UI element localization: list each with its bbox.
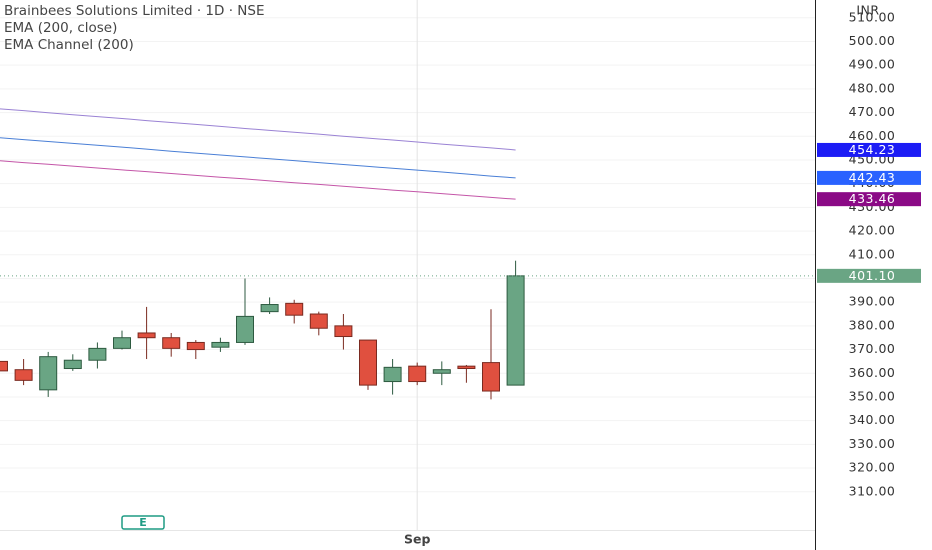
ema-line xyxy=(0,137,516,179)
price-label-box xyxy=(817,142,921,157)
price-label-box xyxy=(817,170,921,185)
y-tick-label: 350.00 xyxy=(849,388,896,403)
y-tick-label: 330.00 xyxy=(849,436,896,451)
y-tick-label: 340.00 xyxy=(849,412,896,427)
y-tick-label: 500.00 xyxy=(849,33,896,48)
candle-body xyxy=(334,325,353,338)
candle-body xyxy=(506,275,525,386)
ema-line xyxy=(0,108,516,151)
y-tick-label: 380.00 xyxy=(849,317,896,332)
x-tick-label: Sep xyxy=(404,532,430,547)
currency-label: INR xyxy=(856,3,879,18)
y-tick-label: 370.00 xyxy=(849,341,896,356)
candle-body xyxy=(383,366,402,383)
y-tick-label: 360.00 xyxy=(849,365,896,380)
y-tick-label: 320.00 xyxy=(849,460,896,475)
y-tick-label: 470.00 xyxy=(849,104,896,119)
candle-body xyxy=(137,332,156,339)
candle-body xyxy=(63,359,82,370)
chart-title: Brainbees Solutions Limited · 1D · NSE xyxy=(4,3,265,19)
candle-body xyxy=(186,341,205,351)
grid xyxy=(0,0,815,530)
svg-text:E: E xyxy=(139,516,147,529)
candle-body xyxy=(285,302,304,316)
y-tick-label: 410.00 xyxy=(849,246,896,261)
candle-body xyxy=(0,360,8,372)
y-tick-label: 490.00 xyxy=(849,57,896,72)
y-tick-label: 420.00 xyxy=(849,223,896,238)
earnings-icon: E xyxy=(121,515,165,530)
y-tick-label: 310.00 xyxy=(849,483,896,498)
candle-body xyxy=(432,369,451,374)
candle-body xyxy=(39,356,58,391)
candle-body xyxy=(162,337,181,349)
price-label: 454.23 xyxy=(849,142,896,157)
plot xyxy=(0,108,815,400)
candle-body xyxy=(359,339,377,386)
candle-body xyxy=(408,365,427,383)
y-tick-label: 480.00 xyxy=(849,80,896,95)
legend-entry: EMA Channel (200) xyxy=(4,37,134,53)
candle-body xyxy=(88,347,107,361)
price-label: 433.46 xyxy=(849,191,896,206)
candle-body xyxy=(211,341,230,348)
price-label: 401.10 xyxy=(849,268,896,283)
candle-body xyxy=(457,365,476,370)
candle-body xyxy=(14,369,33,381)
price-label-box xyxy=(817,268,921,283)
y-tick-label: 510.00 xyxy=(849,9,896,24)
ema-line xyxy=(0,160,516,200)
legend-entry: EMA (200, close) xyxy=(4,20,117,36)
y-tick-label: 460.00 xyxy=(849,128,896,143)
candle-body xyxy=(236,315,254,343)
price-label: 442.43 xyxy=(849,170,896,185)
y-tick-label: 390.00 xyxy=(849,294,896,309)
candle-body xyxy=(260,304,279,313)
price-label-box xyxy=(817,192,921,207)
candle-body xyxy=(309,313,328,329)
candle-body xyxy=(113,337,131,349)
candle-body xyxy=(482,362,500,392)
